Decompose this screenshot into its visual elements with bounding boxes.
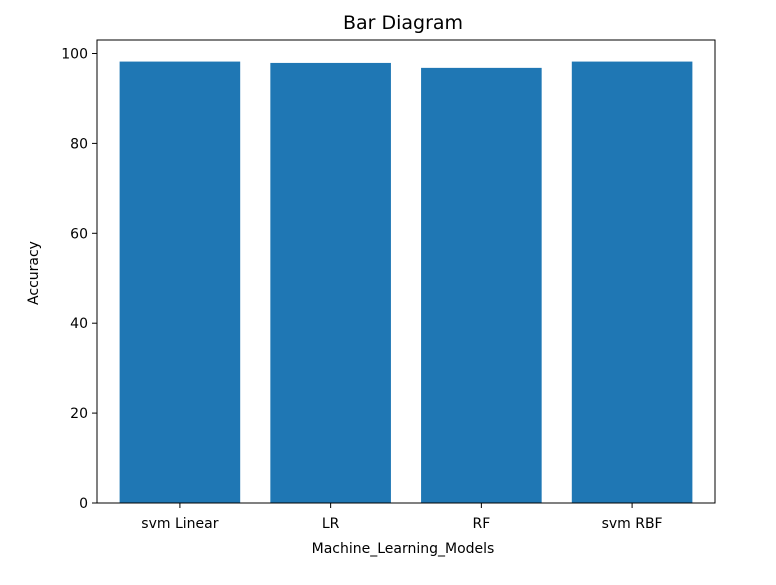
y-tick-label: 100 — [61, 46, 88, 62]
bar-rf — [421, 67, 542, 503]
ticks-layer: svm Linear LR RF svm RBF 0 20 40 60 80 100 — [61, 46, 662, 532]
y-tick-label: 40 — [70, 316, 88, 332]
bar-svm-linear — [119, 61, 241, 504]
x-tick-label: LR — [322, 516, 340, 532]
bar-lr — [270, 62, 391, 504]
y-tick-label: 60 — [70, 226, 88, 242]
y-axis-label: Accuracy — [26, 241, 42, 305]
plot-frame — [96, 39, 716, 504]
chart-title: Bar Diagram — [343, 12, 463, 34]
bars-layer — [119, 61, 693, 504]
x-axis-label: Machine_Learning_Models — [312, 541, 495, 557]
y-tick-label: 80 — [70, 136, 88, 152]
bar-svm-rbf — [571, 61, 693, 504]
x-tick-label: svm RBF — [602, 516, 663, 532]
x-tick-label: RF — [472, 516, 490, 532]
x-tick-label: svm Linear — [141, 516, 218, 532]
y-tick-label: 20 — [70, 406, 88, 422]
y-tick-label: 0 — [79, 496, 88, 512]
